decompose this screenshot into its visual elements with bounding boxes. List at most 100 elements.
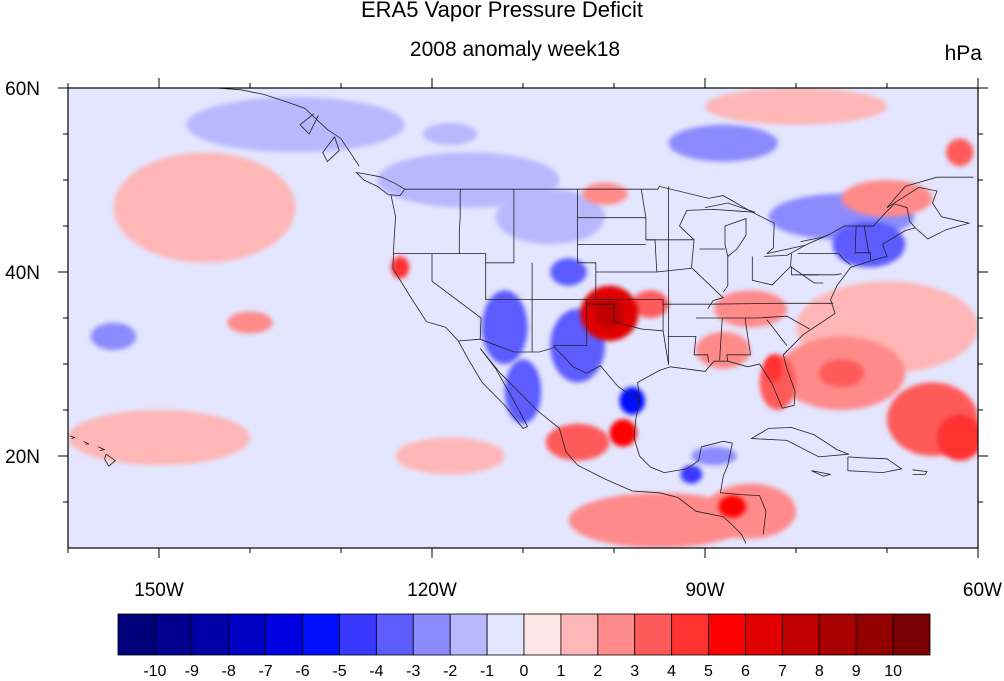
coastline-segment bbox=[458, 338, 640, 402]
coastline-segment bbox=[811, 470, 831, 477]
anomaly-region bbox=[395, 437, 505, 475]
colorbar-label: 2 bbox=[593, 663, 602, 680]
colorbar-label: 5 bbox=[704, 663, 713, 680]
coastline-segment bbox=[695, 315, 810, 330]
colorbar-swatch bbox=[339, 613, 377, 656]
colorbar-swatch bbox=[117, 613, 156, 656]
colorbar-swatch bbox=[449, 613, 488, 656]
coastline-segment bbox=[404, 185, 916, 254]
coastline-segment bbox=[633, 400, 767, 535]
colorbar-label: -1 bbox=[480, 663, 494, 680]
coastline-segment bbox=[667, 336, 709, 363]
coastline-segment bbox=[531, 262, 587, 300]
colorbar-swatch bbox=[412, 613, 451, 656]
anomaly-region bbox=[818, 359, 865, 388]
coastline-segment bbox=[83, 440, 90, 445]
anomaly-region bbox=[946, 138, 974, 167]
x-tick-label: 90W bbox=[685, 580, 724, 601]
coastline-segment bbox=[355, 172, 406, 197]
coastline-segment bbox=[800, 233, 830, 242]
coastline-segment bbox=[692, 268, 724, 310]
colorbar-swatch bbox=[486, 613, 525, 656]
anomaly-region bbox=[714, 290, 787, 328]
coastline-segment bbox=[645, 239, 695, 273]
colorbar-label: 9 bbox=[852, 663, 861, 680]
colorbar-swatch bbox=[191, 613, 230, 656]
anomaly-region bbox=[619, 387, 645, 415]
anomaly-region bbox=[695, 331, 751, 369]
coastline-segment bbox=[722, 256, 729, 293]
coastline-segment bbox=[390, 195, 747, 544]
colorbar-swatch bbox=[781, 613, 820, 656]
anomaly-region bbox=[545, 423, 610, 461]
anomaly-region bbox=[550, 258, 587, 286]
anomaly-region bbox=[113, 152, 296, 263]
colorbar-label: 3 bbox=[630, 663, 639, 680]
colorbar-swatch bbox=[708, 613, 746, 656]
axis-tick-labels: 150W 120W 90W 60W 60N 40N 20N bbox=[5, 79, 1002, 601]
colorbar-label: 7 bbox=[778, 663, 787, 680]
anomaly-region bbox=[668, 124, 778, 162]
anomaly-region bbox=[68, 410, 250, 466]
colorbar-label: 8 bbox=[815, 663, 824, 680]
y-tick-label: 60N bbox=[5, 79, 40, 100]
coastline-segment bbox=[322, 136, 340, 163]
coastline-segment bbox=[458, 189, 461, 254]
coastline-layer bbox=[69, 88, 974, 544]
colorbar-label: -7 bbox=[258, 663, 272, 680]
colorbar-swatch bbox=[228, 613, 267, 656]
anomaly-region bbox=[90, 322, 137, 351]
colorbar-swatch bbox=[892, 613, 931, 656]
colorbar-label: -4 bbox=[369, 663, 383, 680]
coastline-segment bbox=[847, 456, 903, 474]
coastline-segment bbox=[637, 176, 974, 409]
coastline-segment bbox=[912, 469, 928, 475]
coastline-segment bbox=[726, 317, 751, 362]
colorbar-label: -8 bbox=[222, 663, 236, 680]
coastline-segment bbox=[797, 253, 851, 265]
colorbar-label: -5 bbox=[332, 663, 346, 680]
units-label: hPa bbox=[944, 42, 982, 65]
coastline-segment bbox=[662, 299, 834, 305]
x-tick-label: 150W bbox=[134, 580, 184, 601]
coastline-segment bbox=[724, 218, 747, 257]
coastline-segment bbox=[719, 317, 723, 361]
map-subtitle: 2008 anomaly week18 bbox=[409, 38, 621, 61]
colorbar-label: -3 bbox=[406, 663, 420, 680]
colorbar-swatch bbox=[818, 613, 857, 656]
anomaly-region bbox=[482, 290, 528, 365]
anomaly-region bbox=[186, 97, 405, 153]
coastline-segment bbox=[485, 262, 533, 352]
coastline-segment bbox=[863, 225, 870, 254]
colorbar-label: -2 bbox=[443, 663, 457, 680]
anomaly-region bbox=[504, 359, 542, 424]
anomaly-region bbox=[568, 492, 751, 548]
colorbar-swatch bbox=[560, 613, 599, 656]
anomaly-region bbox=[832, 221, 906, 268]
anomaly-region bbox=[680, 465, 703, 484]
anomaly-region bbox=[764, 354, 783, 383]
anomaly-region bbox=[691, 446, 737, 466]
coastline-segment bbox=[855, 252, 871, 260]
anomaly-region bbox=[841, 180, 933, 217]
coastline-segment bbox=[854, 225, 874, 254]
colorbar-label: 0 bbox=[520, 663, 529, 680]
colorbar-label: 4 bbox=[667, 663, 676, 680]
coastline-segment bbox=[751, 253, 792, 286]
coastline-segment bbox=[662, 330, 669, 365]
coastline-segment bbox=[177, 88, 360, 167]
anomaly-region bbox=[422, 122, 478, 146]
anomaly-region bbox=[582, 182, 628, 205]
colorbar-label: 1 bbox=[556, 663, 565, 680]
colorbar-label: -10 bbox=[143, 663, 166, 680]
colorbar-swatch bbox=[265, 613, 303, 656]
colorbar-swatch bbox=[597, 613, 636, 656]
coastline-segment bbox=[750, 427, 849, 458]
colorbar-swatch bbox=[671, 613, 709, 656]
x-tick-label: 60W bbox=[963, 580, 1002, 601]
colorbar-label: -6 bbox=[295, 663, 309, 680]
x-tick-label: 120W bbox=[407, 580, 457, 601]
anomaly-region bbox=[594, 298, 625, 329]
map-title: ERA5 Vapor Pressure Deficit bbox=[360, 0, 644, 22]
